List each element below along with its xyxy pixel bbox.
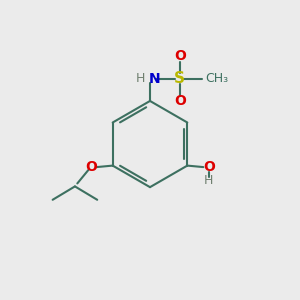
Text: O: O — [85, 160, 97, 174]
Text: N: N — [148, 72, 160, 86]
Text: O: O — [174, 50, 186, 63]
Text: CH₃: CH₃ — [205, 72, 228, 85]
Text: O: O — [203, 160, 215, 174]
Text: O: O — [174, 94, 186, 108]
Text: S: S — [174, 71, 185, 86]
Text: H: H — [135, 72, 145, 85]
Text: H: H — [204, 174, 213, 187]
